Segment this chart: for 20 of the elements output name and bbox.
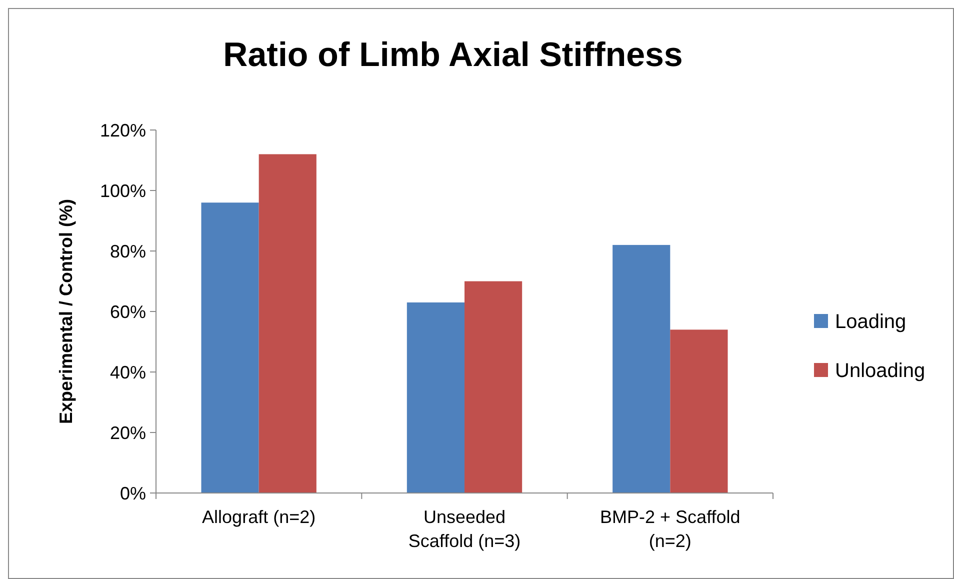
chart-title: Ratio of Limb Axial Stiffness (223, 36, 683, 74)
y-axis-title: Experimental / Control (%) (56, 198, 76, 424)
legend-label: Unloading (835, 360, 926, 382)
y-tick-label: 0% (120, 483, 146, 504)
y-tick-label: 120% (100, 120, 146, 140)
bar (464, 281, 522, 493)
x-tick-label: Unseeded Scaffold (n=3) (408, 507, 521, 551)
x-tick-label: BMP-2 + Scaffold (n=2) (600, 507, 740, 551)
legend-label: Loading (835, 311, 906, 333)
y-tick-label: 20% (110, 422, 146, 443)
bar (201, 202, 259, 493)
bar (612, 244, 670, 493)
y-tick-label: 40% (110, 362, 146, 382)
x-tick-label: Allograft (n=2) (202, 507, 316, 527)
y-tick-label: 100% (100, 180, 146, 201)
bar (406, 302, 464, 493)
bar (670, 330, 728, 493)
bar (258, 154, 316, 493)
y-tick-label: 60% (110, 302, 146, 322)
y-tick-label: 80% (110, 241, 146, 262)
